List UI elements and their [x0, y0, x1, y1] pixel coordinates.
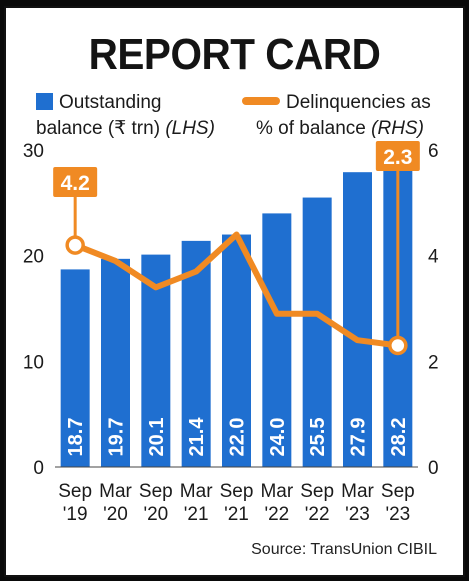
- bar: [262, 213, 292, 467]
- y-right-tick-label: 0: [428, 458, 439, 479]
- x-tick-label-year: '20: [143, 504, 168, 525]
- x-tick-label-month: Mar: [180, 481, 213, 502]
- bar-value-label: 20.1: [146, 418, 168, 457]
- legend-line-label-line2: % of balance: [256, 118, 366, 139]
- y-left-tick-label: 10: [23, 352, 44, 373]
- bar-value-label: 19.7: [106, 418, 128, 457]
- chart-title: REPORT CARD: [88, 30, 381, 79]
- legend-bar-swatch: [36, 93, 53, 110]
- x-tick-label-month: Mar: [341, 481, 374, 502]
- x-tick-label-year: '20: [103, 504, 128, 525]
- x-tick-label-month: Mar: [260, 481, 293, 502]
- x-tick-label-year: '23: [385, 504, 410, 525]
- line-point-marker: [65, 235, 85, 255]
- legend-line-axis-tag: (RHS): [371, 118, 424, 139]
- y-left-tick-label: 0: [33, 458, 44, 479]
- x-tick-label-year: '21: [184, 504, 209, 525]
- y-left-tick-label: 20: [23, 247, 44, 268]
- callout-label: 2.3: [383, 146, 412, 169]
- bar-value-label: 24.0: [267, 418, 289, 457]
- legend-bar-entry: Outstanding balance (₹ trn) (LHS): [36, 90, 215, 142]
- legend-line-swatch: [242, 97, 280, 105]
- bar-value-label: 27.9: [348, 418, 370, 457]
- y-right-tick-label: 4: [428, 247, 439, 268]
- x-tick-label-month: Sep: [139, 481, 173, 502]
- x-tick-label-month: Sep: [381, 481, 415, 502]
- x-tick-label-month: Sep: [220, 481, 254, 502]
- bar: [302, 197, 332, 468]
- bar: [343, 172, 372, 467]
- x-tick-label-year: '22: [305, 504, 330, 525]
- x-tick-label-year: '19: [63, 504, 88, 525]
- bar-value-label: 22.0: [227, 418, 249, 457]
- bar: [101, 258, 130, 467]
- y-right-tick-label: 2: [428, 352, 439, 373]
- legend-line-label-line1: Delinquencies as: [286, 92, 431, 113]
- delinquency-line: [72, 231, 401, 349]
- x-tick-label-year: '22: [264, 504, 289, 525]
- source-note: Source: TransUnion CIBIL: [251, 541, 437, 558]
- x-tick-label-year: '23: [345, 504, 370, 525]
- bar-value-label: 25.5: [307, 418, 329, 457]
- x-tick-label-month: Sep: [300, 481, 334, 502]
- bar-value-label: 28.2: [388, 418, 410, 457]
- bar: [60, 269, 90, 467]
- legend-bar-label-line1: Outstanding: [59, 92, 162, 113]
- legend-bar-axis-tag: (LHS): [165, 118, 215, 139]
- bar: [181, 240, 211, 467]
- legend-line-entry: Delinquencies as % of balance (RHS): [242, 90, 431, 142]
- y-right-tick-label: 6: [428, 141, 439, 162]
- x-tick-label-month: Mar: [99, 481, 132, 502]
- bar: [222, 234, 251, 467]
- bar-value-label: 18.7: [65, 418, 87, 457]
- callout-box: [375, 141, 420, 171]
- callout-box: [53, 167, 98, 197]
- x-tick-label-month: Sep: [58, 481, 92, 502]
- line-point-marker: [388, 335, 408, 356]
- y-left-tick-label: 30: [23, 141, 44, 162]
- bar-value-label: 21.4: [186, 417, 208, 457]
- x-tick-label-year: '21: [224, 504, 249, 525]
- legend-bar-label-line2: balance (₹ trn): [36, 118, 161, 139]
- callout-label: 4.2: [61, 172, 90, 195]
